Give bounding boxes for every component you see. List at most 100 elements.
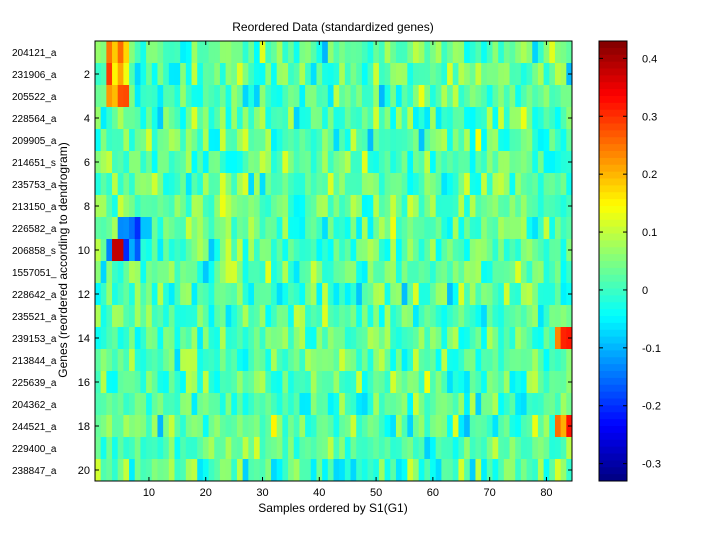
heatmap-cell <box>503 393 511 416</box>
heatmap-cell <box>185 173 193 196</box>
heatmap-cell <box>469 393 476 416</box>
heatmap-cell <box>100 41 107 64</box>
heatmap-cell <box>157 283 164 306</box>
heatmap-cell <box>543 371 550 394</box>
heatmap-cell <box>430 371 437 394</box>
heatmap-cell <box>327 415 334 438</box>
heatmap-cell <box>276 173 283 196</box>
heatmap-cell <box>242 393 249 416</box>
heatmap-cell <box>265 371 272 394</box>
heatmap-cell <box>157 217 164 240</box>
heatmap-cell <box>498 173 505 196</box>
heatmap-cell <box>293 393 300 416</box>
heatmap-cell <box>543 393 550 416</box>
heatmap-cell <box>430 217 437 240</box>
heatmap-cell <box>390 261 397 284</box>
heatmap-cell <box>390 195 397 218</box>
heatmap-cell <box>197 173 204 196</box>
heatmap-cell <box>424 327 431 350</box>
heatmap-cell <box>259 261 266 284</box>
heatmap-cell <box>452 217 459 240</box>
heatmap-cell <box>202 107 210 130</box>
heatmap-cell <box>339 459 346 482</box>
heatmap-cell <box>560 371 567 394</box>
colorbar-tick-label: 0 <box>642 285 648 297</box>
heatmap-cell <box>390 239 397 262</box>
heatmap-cell <box>282 107 289 130</box>
heatmap-cell <box>197 327 204 350</box>
heatmap-cell <box>418 371 425 394</box>
heatmap-cell <box>310 85 317 108</box>
heatmap-cell <box>293 459 300 482</box>
heatmap-cell <box>549 459 556 482</box>
heatmap-cell <box>191 349 198 372</box>
heatmap-cell <box>469 63 476 86</box>
colorbar-segment <box>599 75 627 83</box>
heatmap-cell <box>401 371 408 394</box>
colorbar-tick-label: 0.3 <box>642 111 657 123</box>
heatmap-cell <box>469 41 476 64</box>
heatmap-cell <box>390 107 397 130</box>
heatmap-cell <box>265 129 272 152</box>
heatmap-cell <box>225 63 232 86</box>
heatmap-cell <box>140 415 147 438</box>
heatmap-cell <box>458 327 465 350</box>
heatmap-cell <box>299 283 306 306</box>
heatmap-cell <box>180 327 187 350</box>
heatmap-cell <box>174 305 181 328</box>
heatmap-cell <box>486 173 493 196</box>
heatmap-cell <box>327 107 334 130</box>
heatmap-cell <box>475 349 482 372</box>
heatmap-cell <box>219 459 227 482</box>
heatmap-cell <box>254 217 261 240</box>
colorbar-segment <box>599 164 627 173</box>
heatmap-cell <box>214 349 221 372</box>
heatmap-cell <box>447 371 454 394</box>
heatmap-cell <box>469 349 476 372</box>
heatmap-cell <box>537 63 545 86</box>
heatmap-cell <box>356 415 363 438</box>
heatmap-cell <box>356 283 363 306</box>
heatmap-cell <box>350 129 357 152</box>
heatmap-cell <box>327 217 334 240</box>
heatmap-cell <box>339 415 346 438</box>
heatmap-cell <box>441 63 448 86</box>
heatmap-cell <box>305 173 312 196</box>
heatmap-cell <box>236 151 244 174</box>
heatmap-cell <box>464 415 471 438</box>
heatmap-cell <box>305 283 312 306</box>
heatmap-cell <box>236 393 244 416</box>
colorbar-segment <box>599 144 627 152</box>
heatmap-cell <box>356 371 363 394</box>
heatmap-cell <box>537 415 545 438</box>
heatmap-cell <box>327 437 334 460</box>
y-tick-label: 8 <box>84 201 90 213</box>
heatmap-cell <box>168 107 175 130</box>
heatmap-cell <box>288 371 295 394</box>
heatmap-cell <box>129 173 136 196</box>
heatmap-cell <box>509 283 516 306</box>
heatmap-cell <box>282 415 289 438</box>
heatmap-cell <box>390 393 397 416</box>
heatmap-cell <box>112 41 119 64</box>
heatmap-cell <box>543 107 550 130</box>
colorbar-segment <box>599 474 627 482</box>
heatmap-cell <box>475 195 482 218</box>
heatmap-cell <box>242 107 249 130</box>
heatmap-cell <box>424 349 431 372</box>
heatmap-cell <box>95 305 102 328</box>
heatmap-cell <box>503 327 511 350</box>
heatmap-cell <box>407 195 414 218</box>
heatmap-cell <box>288 63 295 86</box>
heatmap-cell <box>327 371 334 394</box>
heatmap-cell <box>401 151 408 174</box>
colorbar-segment <box>599 240 627 248</box>
heatmap-cell <box>231 63 238 86</box>
heatmap-cell <box>441 107 448 130</box>
colorbar-segment <box>599 151 627 159</box>
heatmap-cell <box>157 239 164 262</box>
heatmap-cell <box>560 393 567 416</box>
heatmap-cell <box>95 349 102 372</box>
heatmap-cell <box>106 393 113 416</box>
heatmap-cell <box>305 151 312 174</box>
